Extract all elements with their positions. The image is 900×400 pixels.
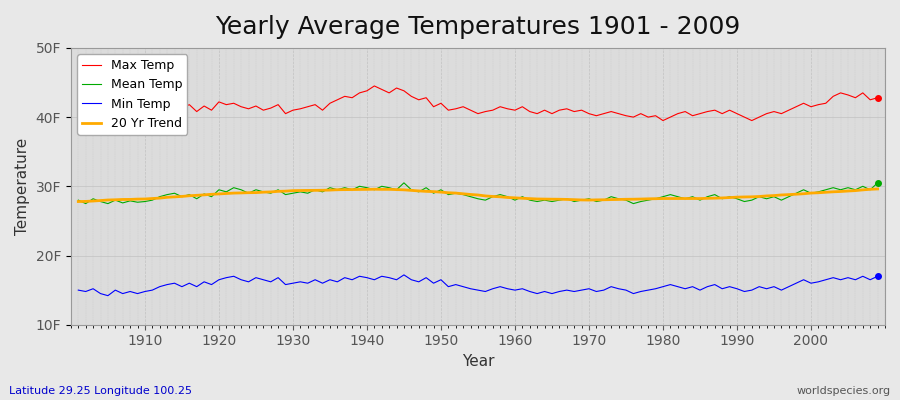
Max Temp (302, 104, 313, 109)
Title: Yearly Average Temperatures 1901 - 2009: Yearly Average Temperatures 1901 - 2009 (215, 15, 741, 39)
Mean Temp (517, 194, 527, 199)
Mean Temp (80, 201, 91, 206)
Mean Temp (872, 180, 883, 185)
Min Temp (103, 293, 113, 298)
Mean Temp (302, 191, 313, 196)
20 Yr Trend (872, 186, 883, 191)
Max Temp (73, 113, 84, 118)
Text: worldspecies.org: worldspecies.org (796, 386, 891, 396)
Min Temp (872, 274, 883, 279)
Min Temp (525, 289, 535, 294)
Text: Latitude 29.25 Longitude 100.25: Latitude 29.25 Longitude 100.25 (9, 386, 192, 396)
Min Temp (517, 286, 527, 291)
Min Temp (302, 281, 313, 286)
Y-axis label: Temperature: Temperature (15, 138, 30, 235)
Min Temp (613, 286, 624, 291)
Min Temp (346, 277, 357, 282)
X-axis label: Year: Year (462, 354, 494, 369)
Mean Temp (613, 196, 624, 201)
Line: Min Temp: Min Temp (78, 275, 878, 296)
20 Yr Trend (598, 197, 609, 202)
Max Temp (369, 84, 380, 88)
Mean Temp (73, 198, 84, 202)
20 Yr Trend (339, 187, 350, 192)
Max Temp (525, 109, 535, 114)
Max Temp (872, 95, 883, 100)
Line: Mean Temp: Mean Temp (78, 183, 878, 204)
Min Temp (73, 288, 84, 292)
Min Temp (140, 289, 150, 294)
Line: 20 Yr Trend: 20 Yr Trend (78, 189, 878, 202)
Mean Temp (525, 198, 535, 202)
Mean Temp (399, 180, 410, 185)
20 Yr Trend (73, 199, 84, 204)
20 Yr Trend (132, 197, 143, 202)
Mean Temp (346, 187, 357, 192)
20 Yr Trend (295, 188, 306, 193)
Mean Temp (140, 199, 150, 204)
Max Temp (613, 111, 624, 116)
Max Temp (140, 115, 150, 120)
Max Temp (517, 104, 527, 109)
Max Temp (346, 95, 357, 100)
Min Temp (399, 272, 410, 277)
20 Yr Trend (509, 196, 520, 200)
Legend: Max Temp, Mean Temp, Min Temp, 20 Yr Trend: Max Temp, Mean Temp, Min Temp, 20 Yr Tre… (77, 54, 187, 135)
Line: Max Temp: Max Temp (78, 86, 878, 122)
20 Yr Trend (502, 195, 513, 200)
Max Temp (103, 120, 113, 124)
